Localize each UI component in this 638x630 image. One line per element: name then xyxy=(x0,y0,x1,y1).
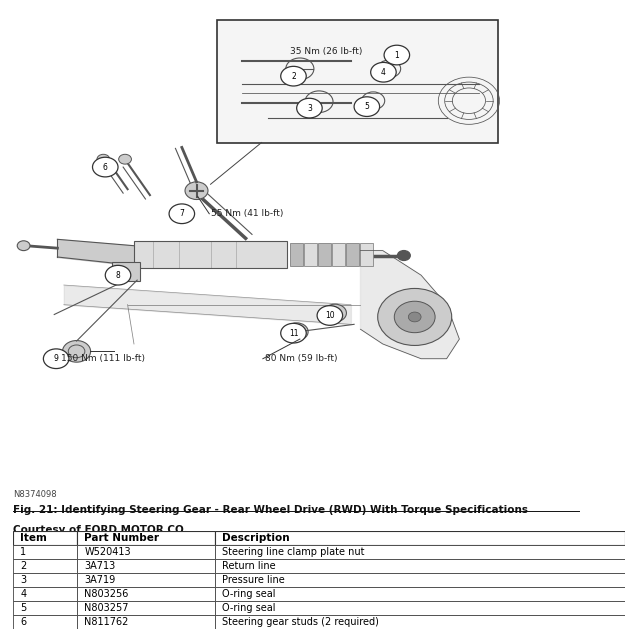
Text: O-ring seal: O-ring seal xyxy=(222,589,276,599)
Circle shape xyxy=(63,341,91,362)
Text: 6: 6 xyxy=(20,617,26,627)
Bar xyxy=(215,531,625,545)
Bar xyxy=(13,545,77,559)
Text: 55 Nm (41 lb-ft): 55 Nm (41 lb-ft) xyxy=(211,209,283,218)
Text: N803257: N803257 xyxy=(84,603,129,613)
Circle shape xyxy=(93,158,118,177)
Bar xyxy=(215,545,625,559)
Text: 80 Nm (59 lb-ft): 80 Nm (59 lb-ft) xyxy=(265,354,338,364)
Circle shape xyxy=(285,323,308,341)
Text: Return line: Return line xyxy=(222,561,276,571)
Bar xyxy=(77,615,215,629)
Text: 5: 5 xyxy=(20,603,26,613)
Circle shape xyxy=(297,98,322,118)
Circle shape xyxy=(119,154,131,164)
Text: 11: 11 xyxy=(289,329,298,338)
Bar xyxy=(318,243,331,266)
Circle shape xyxy=(97,154,110,164)
Text: 4: 4 xyxy=(381,68,386,77)
Circle shape xyxy=(169,204,195,224)
Text: N811762: N811762 xyxy=(84,617,129,627)
Bar xyxy=(360,243,373,266)
Circle shape xyxy=(105,265,131,285)
Circle shape xyxy=(384,45,410,65)
Text: Item: Item xyxy=(20,533,47,543)
Circle shape xyxy=(281,323,306,343)
Text: O-ring seal: O-ring seal xyxy=(222,603,276,613)
Text: 3A719: 3A719 xyxy=(84,575,115,585)
Bar xyxy=(332,243,345,266)
Circle shape xyxy=(397,251,410,260)
Text: Fig. 21: Identifying Steering Gear - Rear Wheel Drive (RWD) With Torque Specific: Fig. 21: Identifying Steering Gear - Rea… xyxy=(13,505,528,515)
Bar xyxy=(77,587,215,601)
Text: 1: 1 xyxy=(20,547,26,557)
Circle shape xyxy=(317,306,343,325)
Bar xyxy=(215,615,625,629)
Circle shape xyxy=(371,62,396,82)
Bar xyxy=(77,601,215,615)
Text: Steering gear studs (2 required): Steering gear studs (2 required) xyxy=(222,617,379,627)
Text: 8: 8 xyxy=(115,271,121,280)
Text: 10: 10 xyxy=(325,311,335,320)
Text: Pressure line: Pressure line xyxy=(222,575,285,585)
Text: 1: 1 xyxy=(394,50,399,60)
Circle shape xyxy=(17,241,30,251)
Circle shape xyxy=(323,304,346,322)
Text: 2: 2 xyxy=(291,72,296,81)
Circle shape xyxy=(185,182,208,200)
Bar xyxy=(304,243,317,266)
Bar xyxy=(134,241,287,268)
Bar xyxy=(77,545,215,559)
Bar xyxy=(13,559,77,573)
Bar xyxy=(215,587,625,601)
Bar xyxy=(346,243,359,266)
Text: Steering line clamp plate nut: Steering line clamp plate nut xyxy=(222,547,365,557)
Text: 6: 6 xyxy=(103,163,108,171)
Text: N803256: N803256 xyxy=(84,589,129,599)
Text: 7: 7 xyxy=(179,209,184,218)
Text: 3: 3 xyxy=(20,575,26,585)
Text: 3A713: 3A713 xyxy=(84,561,115,571)
Bar xyxy=(215,573,625,587)
Text: 150 Nm (111 lb-ft): 150 Nm (111 lb-ft) xyxy=(61,354,145,364)
Text: 9: 9 xyxy=(54,354,59,364)
Circle shape xyxy=(43,349,69,369)
Text: 4: 4 xyxy=(20,589,26,599)
Bar xyxy=(13,615,77,629)
Polygon shape xyxy=(360,251,459,358)
Circle shape xyxy=(281,66,306,86)
Bar xyxy=(13,573,77,587)
Text: 35 Nm (26 lb-ft): 35 Nm (26 lb-ft) xyxy=(290,47,362,56)
Text: Part Number: Part Number xyxy=(84,533,160,543)
Bar xyxy=(13,587,77,601)
Bar xyxy=(13,601,77,615)
Circle shape xyxy=(354,97,380,117)
Text: 5: 5 xyxy=(364,102,369,111)
Text: 2: 2 xyxy=(20,561,26,571)
Text: 3: 3 xyxy=(307,103,312,113)
Bar xyxy=(77,531,215,545)
Circle shape xyxy=(408,312,421,322)
Text: Description: Description xyxy=(222,533,290,543)
Text: W520413: W520413 xyxy=(84,547,131,557)
Text: Courtesy of FORD MOTOR CO.: Courtesy of FORD MOTOR CO. xyxy=(13,525,188,535)
Bar xyxy=(13,531,77,545)
Bar xyxy=(77,559,215,573)
Circle shape xyxy=(378,289,452,345)
Bar xyxy=(215,601,625,615)
Bar xyxy=(77,573,215,587)
Bar xyxy=(217,20,498,142)
Bar xyxy=(215,559,625,573)
Bar xyxy=(112,263,140,281)
Circle shape xyxy=(394,301,435,333)
Bar xyxy=(290,243,303,266)
Text: N8374098: N8374098 xyxy=(13,490,56,498)
